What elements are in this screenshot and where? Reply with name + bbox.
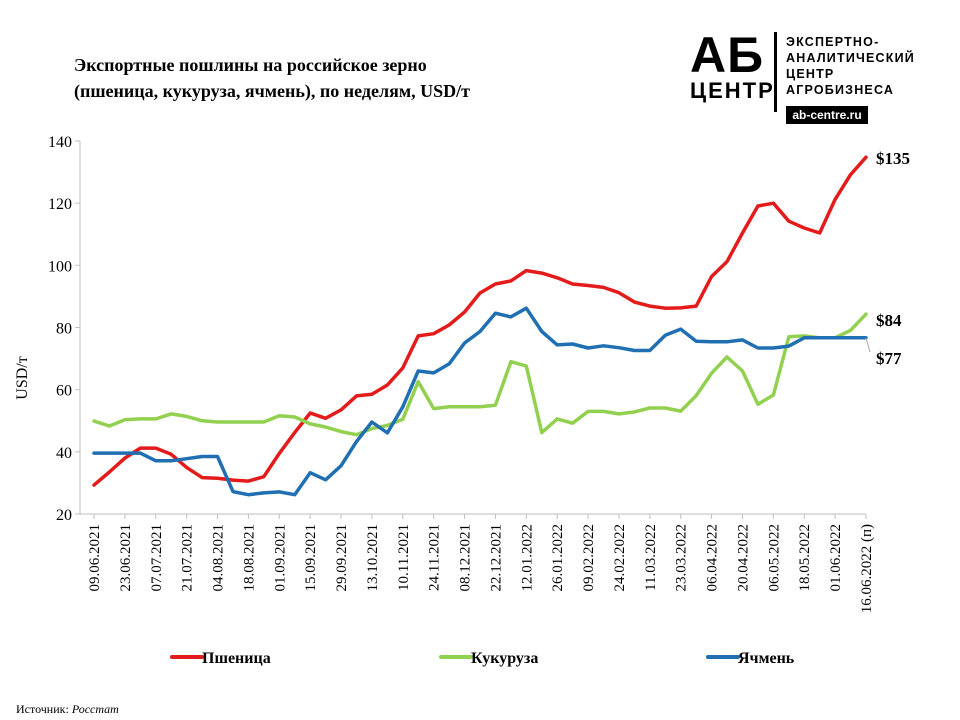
x-tick-label: 26.01.2022 bbox=[550, 524, 566, 592]
logo-caption-line-1: ЭКСПЕРТНО- bbox=[786, 35, 880, 49]
logo-caption-line-2: АНАЛИТИЧЕСКИЙ bbox=[786, 51, 915, 65]
x-tick-label: 16.06.2022 (п) bbox=[859, 524, 875, 613]
x-tick-label: 24.11.2021 bbox=[427, 524, 443, 591]
end-label-barley: $77 bbox=[876, 349, 902, 368]
ab-centre-logo: АБ ЦЕНТР ЭКСПЕРТНО- АНАЛИТИЧЕСКИЙ ЦЕНТР … bbox=[690, 30, 935, 125]
logo-small-text: ЦЕНТР bbox=[690, 78, 775, 103]
logo-caption-line-4: АГРОБИЗНЕСА bbox=[786, 83, 895, 97]
y-tick-label: 80 bbox=[56, 321, 72, 338]
title-line-1: Экспортные пошлины на российское зерно bbox=[74, 55, 427, 75]
x-tick-label: 29.09.2021 bbox=[334, 524, 350, 592]
x-tick-label: 12.01.2022 bbox=[519, 524, 535, 592]
x-tick-label: 13.10.2021 bbox=[365, 524, 381, 592]
y-tick-label: 60 bbox=[56, 383, 72, 400]
end-label-leader-barley bbox=[865, 337, 871, 353]
x-tick-label: 18.05.2022 bbox=[797, 524, 813, 592]
x-tick-label: 04.08.2021 bbox=[211, 524, 227, 592]
logo-caption-line-3: ЦЕНТР bbox=[786, 67, 835, 81]
chart-title: Экспортные пошлины на российское зерно (п… bbox=[74, 52, 470, 104]
logo-caption: ЭКСПЕРТНО- АНАЛИТИЧЕСКИЙ ЦЕНТР АГРОБИЗНЕ… bbox=[786, 34, 915, 98]
x-tick-label: 06.04.2022 bbox=[705, 524, 721, 592]
x-tick-label: 08.12.2021 bbox=[458, 524, 474, 592]
x-tick-label: 10.11.2021 bbox=[396, 524, 412, 591]
y-tick-label: 120 bbox=[48, 196, 72, 213]
x-tick-label: 21.07.2021 bbox=[180, 524, 196, 592]
logo-divider bbox=[774, 32, 777, 112]
x-tick-label: 18.08.2021 bbox=[241, 524, 257, 592]
x-tick-label: 01.06.2022 bbox=[828, 524, 844, 592]
title-line-2: (пшеница, кукуруза, ячмень), по неделям,… bbox=[74, 81, 470, 101]
legend-label-barley: Ячмень bbox=[738, 650, 795, 667]
end-label-wheat: $135 bbox=[876, 149, 910, 168]
y-tick-label: 140 bbox=[48, 134, 72, 151]
series-line-wheat bbox=[92, 155, 868, 487]
x-tick-label: 06.05.2022 bbox=[766, 524, 782, 592]
x-tick-label: 11.03.2022 bbox=[643, 524, 659, 591]
logo-big-text: АБ bbox=[690, 27, 765, 83]
x-tick-label: 23.03.2022 bbox=[674, 524, 690, 592]
series-line-barley bbox=[92, 306, 868, 497]
x-tick-label: 09.02.2022 bbox=[581, 524, 597, 592]
x-tick-label: 15.09.2021 bbox=[303, 524, 319, 592]
legend-label-wheat: Пшеница bbox=[202, 650, 271, 667]
logo-url: ab-centre.ru bbox=[786, 106, 868, 124]
x-tick-label: 07.07.2021 bbox=[149, 524, 165, 592]
x-tick-label: 22.12.2021 bbox=[488, 524, 504, 592]
y-axis-label: USD/т bbox=[14, 356, 31, 399]
x-tick-label: 23.06.2021 bbox=[118, 524, 134, 592]
x-tick-label: 01.09.2021 bbox=[272, 524, 288, 592]
source-value: Росстат bbox=[71, 702, 119, 716]
end-label-corn: $84 bbox=[876, 311, 902, 330]
series-line-corn bbox=[92, 312, 868, 437]
legend-label-corn: Кукуруза bbox=[471, 650, 538, 667]
y-tick-label: 40 bbox=[56, 445, 72, 462]
y-tick-label: 100 bbox=[48, 258, 72, 275]
x-tick-label: 24.02.2022 bbox=[612, 524, 628, 592]
x-tick-label: 20.04.2022 bbox=[735, 524, 751, 592]
y-tick-label: 20 bbox=[56, 507, 72, 524]
x-tick-label: 09.06.2021 bbox=[87, 524, 103, 592]
source-note: Источник: Росстат bbox=[16, 702, 119, 717]
source-label: Источник: bbox=[16, 702, 72, 716]
